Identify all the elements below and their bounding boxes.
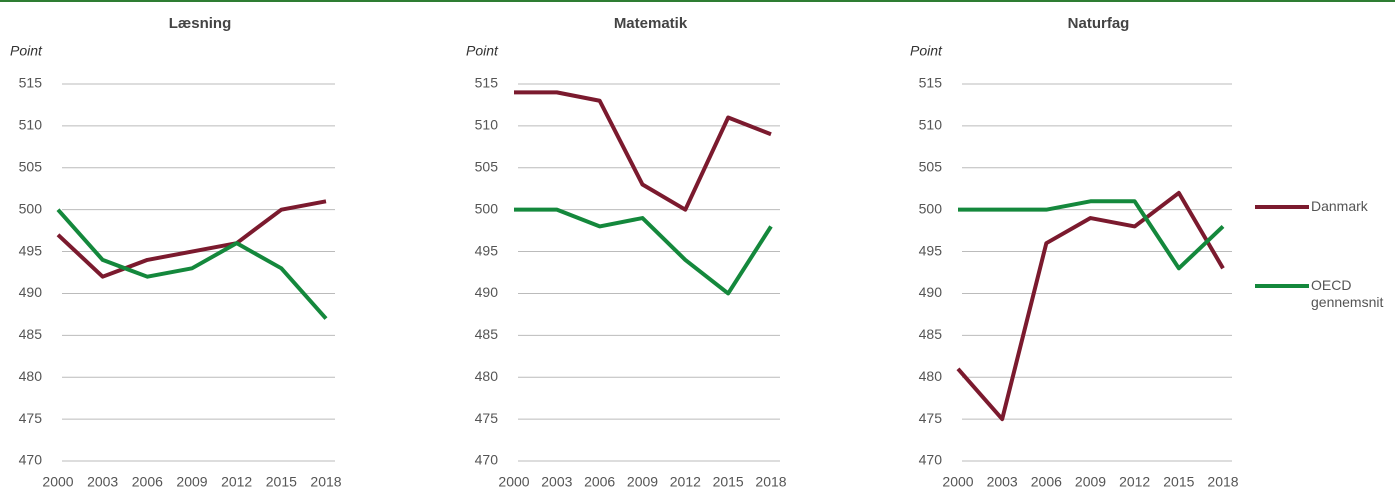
legend-label: Danmark bbox=[1311, 198, 1368, 214]
x-tick-label: 2015 bbox=[266, 474, 297, 490]
chart-title: Naturfag bbox=[1068, 15, 1130, 32]
y-tick-label: 500 bbox=[19, 200, 43, 216]
x-tick-label: 2018 bbox=[755, 474, 786, 490]
y-tick-label: 510 bbox=[475, 117, 499, 133]
y-tick-label: 500 bbox=[475, 200, 499, 216]
y-tick-label: 475 bbox=[19, 410, 43, 426]
line-series bbox=[958, 199, 1225, 271]
y-tick-label: 480 bbox=[19, 368, 43, 384]
y-tick-label: 505 bbox=[19, 158, 43, 174]
y-tick-label: 505 bbox=[919, 158, 943, 174]
x-tick-label: 2015 bbox=[713, 474, 744, 490]
x-tick-label: 2015 bbox=[1163, 474, 1194, 490]
y-tick-label: 490 bbox=[19, 284, 43, 300]
line-series bbox=[56, 208, 328, 320]
y-tick-label: 485 bbox=[919, 326, 943, 342]
top-border bbox=[0, 0, 1395, 2]
x-tick-label: 2009 bbox=[176, 474, 207, 490]
y-tick-label: 490 bbox=[475, 284, 499, 300]
y-tick-label: 515 bbox=[475, 75, 499, 91]
legend-label: OECD gennemsnit bbox=[1311, 277, 1384, 310]
line-series bbox=[956, 190, 1225, 422]
y-tick-label: 480 bbox=[919, 368, 943, 384]
x-tick-label: 2009 bbox=[627, 474, 658, 490]
x-tick-label: 2000 bbox=[42, 474, 73, 490]
y-tick-label: 485 bbox=[475, 326, 499, 342]
line-series bbox=[514, 90, 772, 212]
y-tick-label: 475 bbox=[475, 410, 499, 426]
x-tick-label: 2012 bbox=[670, 474, 701, 490]
chart-title: Læsning bbox=[169, 15, 232, 32]
y-tick-label: 470 bbox=[475, 452, 499, 468]
line-series bbox=[56, 199, 327, 279]
y-axis-label: Point bbox=[910, 43, 943, 59]
x-tick-label: 2009 bbox=[1075, 474, 1106, 490]
y-tick-label: 495 bbox=[919, 242, 943, 258]
y-tick-label: 475 bbox=[919, 410, 943, 426]
x-tick-label: 2003 bbox=[541, 474, 572, 490]
y-tick-label: 470 bbox=[919, 452, 943, 468]
x-tick-label: 2006 bbox=[1031, 474, 1062, 490]
x-tick-label: 2018 bbox=[1207, 474, 1238, 490]
y-tick-label: 470 bbox=[19, 452, 43, 468]
x-tick-label: 2006 bbox=[132, 474, 163, 490]
y-tick-label: 515 bbox=[19, 75, 43, 91]
y-tick-label: 480 bbox=[475, 368, 499, 384]
x-tick-label: 2000 bbox=[942, 474, 973, 490]
x-tick-label: 2006 bbox=[584, 474, 615, 490]
y-tick-label: 515 bbox=[919, 75, 943, 91]
y-axis-label: Point bbox=[466, 43, 499, 59]
y-tick-label: 485 bbox=[19, 326, 43, 342]
line-series bbox=[514, 207, 773, 296]
y-tick-label: 495 bbox=[475, 242, 499, 258]
y-tick-label: 495 bbox=[19, 242, 43, 258]
y-tick-label: 500 bbox=[919, 200, 943, 216]
x-tick-label: 2018 bbox=[310, 474, 341, 490]
x-tick-label: 2003 bbox=[87, 474, 118, 490]
y-tick-label: 490 bbox=[919, 284, 943, 300]
x-tick-label: 2012 bbox=[221, 474, 252, 490]
chart-title: Matematik bbox=[614, 15, 688, 32]
y-axis-label: Point bbox=[10, 43, 43, 59]
y-tick-label: 505 bbox=[475, 158, 499, 174]
y-tick-label: 510 bbox=[19, 117, 43, 133]
y-tick-label: 510 bbox=[919, 117, 943, 133]
x-tick-label: 2000 bbox=[498, 474, 529, 490]
x-tick-label: 2012 bbox=[1119, 474, 1150, 490]
x-tick-label: 2003 bbox=[987, 474, 1018, 490]
